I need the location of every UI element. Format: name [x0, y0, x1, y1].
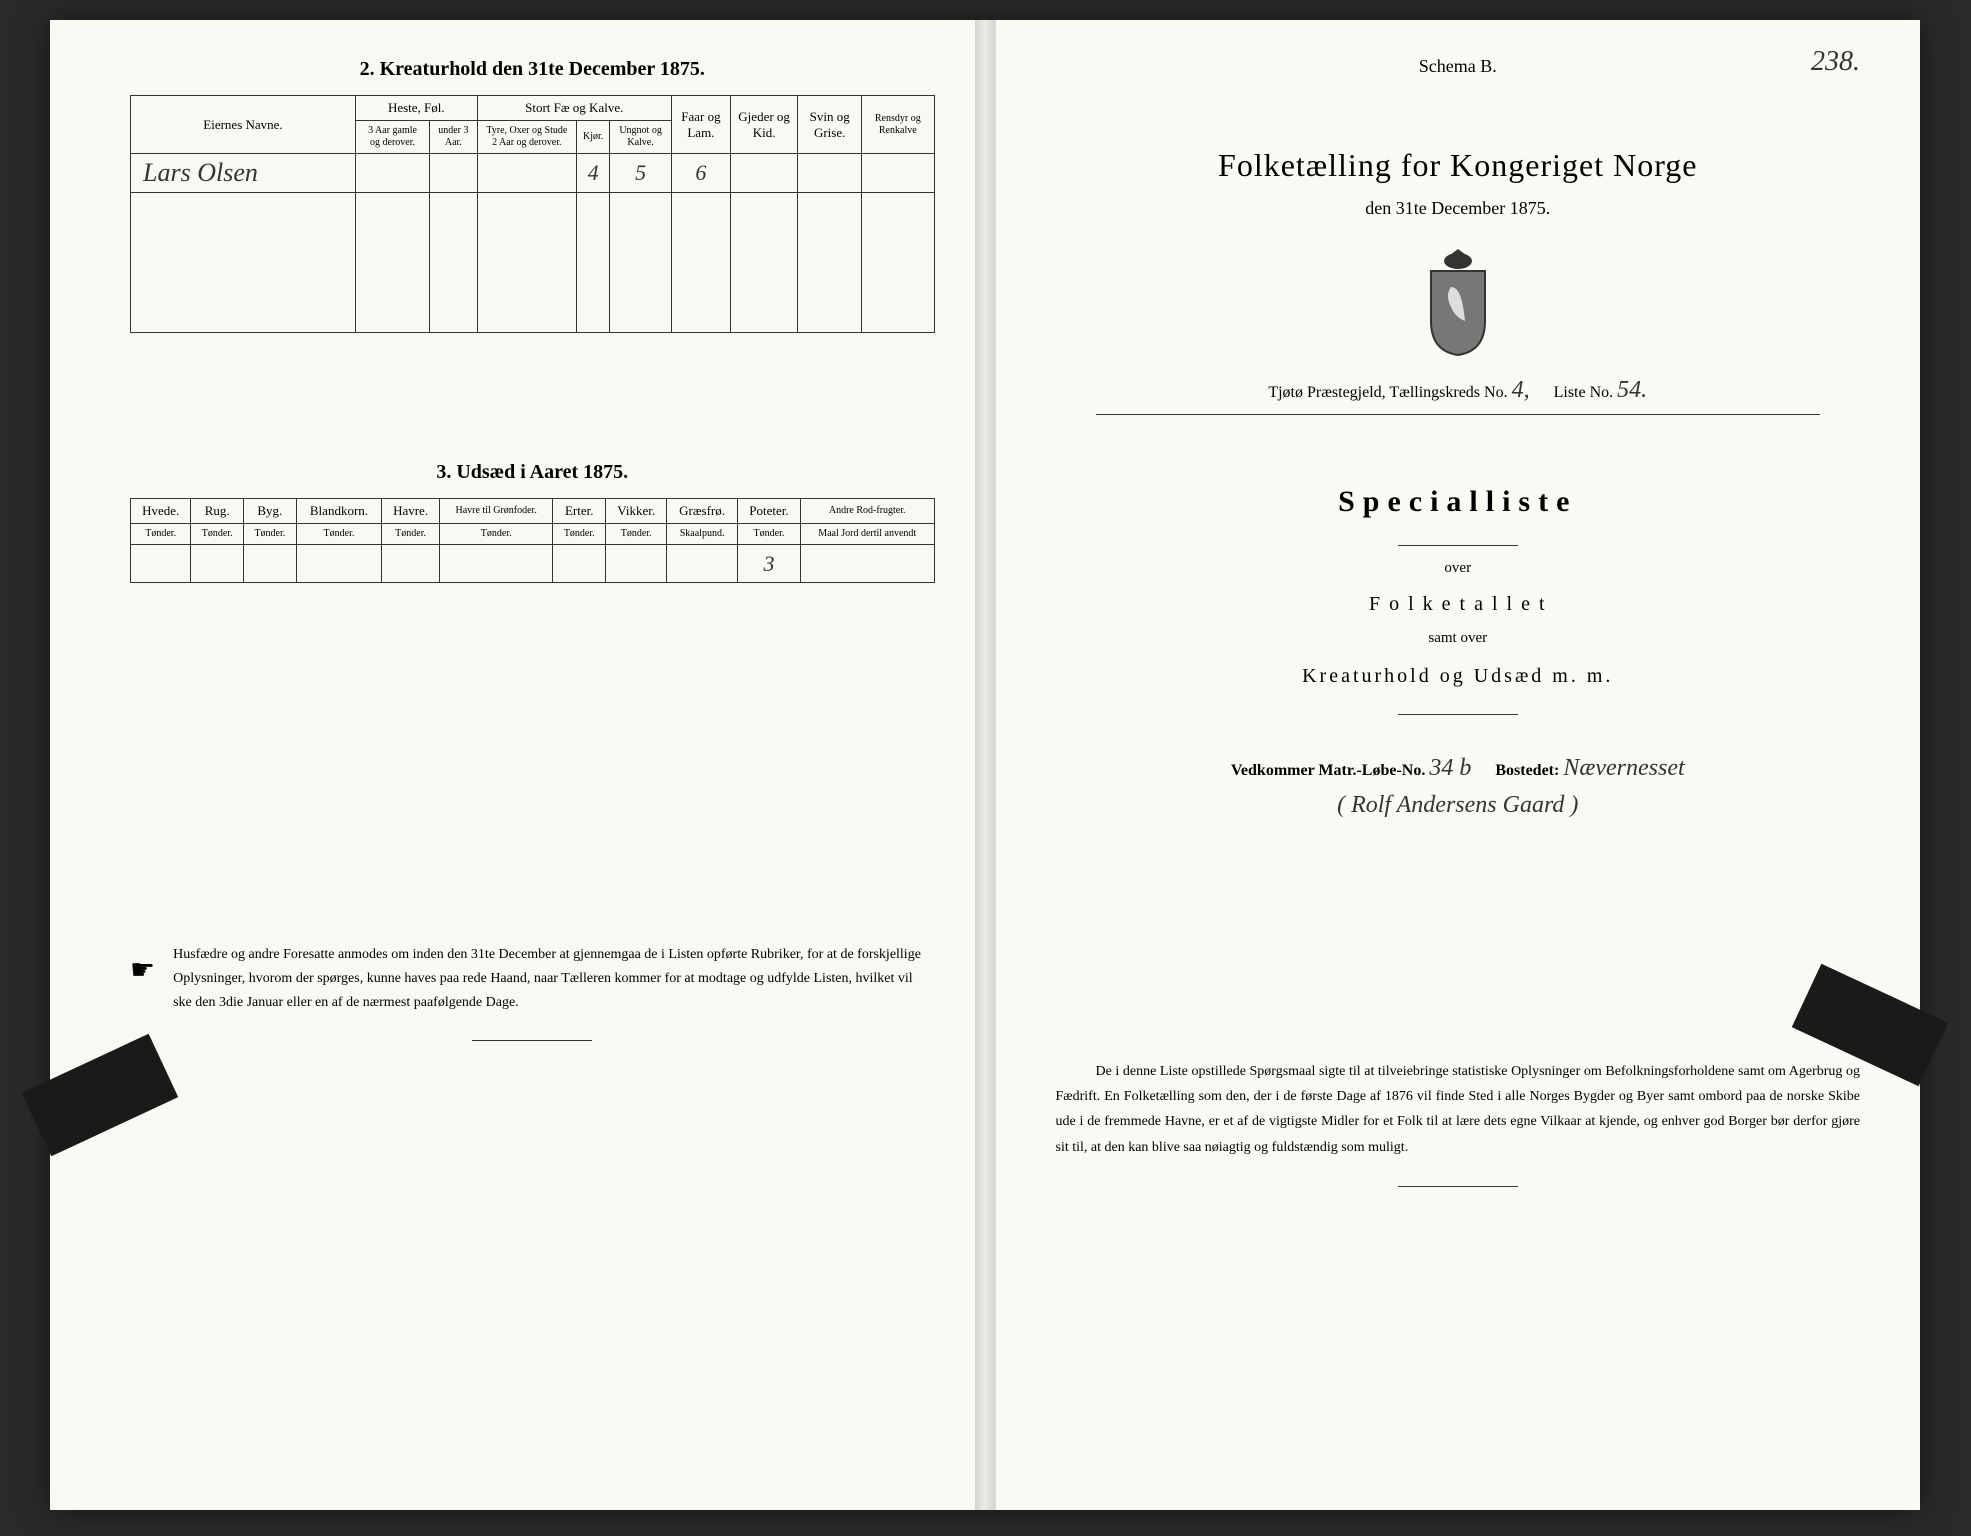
h-rug: Rug. — [191, 499, 244, 524]
sub-title: den 31te December 1875. — [1056, 198, 1861, 219]
u10: Maal Jord dertil anvendt — [800, 524, 934, 545]
udsaed-units: Tønder. Tønder. Tønder. Tønder. Tønder. … — [131, 524, 935, 545]
cell-ungnot: 5 — [610, 154, 672, 193]
divider — [1398, 545, 1518, 546]
sub-stort-c: Ungnot og Kalve. — [610, 121, 672, 154]
table-empty-space — [131, 193, 935, 333]
kreatur-label: Kreaturhold og Udsæd m. m. — [1056, 665, 1861, 688]
divider — [1398, 1186, 1518, 1187]
bottom-paragraph: De i denne Liste opstillede Spørgsmaal s… — [1056, 1059, 1861, 1160]
udsaed-headers: Hvede. Rug. Byg. Blandkorn. Havre. Havre… — [131, 499, 935, 524]
matr-no: 34 b — [1429, 755, 1471, 781]
col-owner: Eiernes Navne. — [131, 96, 356, 154]
cell-empty — [355, 154, 429, 193]
cell-faar: 6 — [671, 154, 730, 193]
sub-heste-a: 3 Aar gamle og derover. — [355, 121, 429, 154]
udsaed-table: Hvede. Rug. Byg. Blandkorn. Havre. Havre… — [130, 498, 935, 583]
h-poteter: Poteter. — [737, 499, 800, 524]
u0: Tønder. — [131, 524, 191, 545]
pointing-hand-icon: ☛ — [130, 947, 155, 1014]
grp-stort: Stort Fæ og Kalve. — [477, 96, 671, 121]
special-title: Specialliste — [1056, 485, 1861, 519]
meta-liste-label: Liste No. — [1554, 384, 1614, 401]
cell-poteter: 3 — [737, 545, 800, 583]
matr-label-b: Bostedet: — [1495, 762, 1559, 779]
matr-label-a: Vedkommer Matr.-Løbe-No. — [1231, 762, 1426, 779]
col-gjeder: Gjeder og Kid. — [730, 96, 797, 154]
main-title: Folketælling for Kongeriget Norge — [1056, 147, 1861, 184]
divider — [472, 1040, 592, 1041]
cell-owner: Lars Olsen — [131, 154, 356, 193]
page-number: 238. — [1811, 46, 1860, 78]
section2-title: 2. Kreaturhold den 31te December 1875. — [130, 58, 935, 81]
table-row: Lars Olsen 4 5 6 — [131, 154, 935, 193]
col-faar: Faar og Lam. — [671, 96, 730, 154]
cell-kjor: 4 — [577, 154, 610, 193]
notice-text: Husfædre og andre Foresatte anmodes om i… — [173, 943, 934, 1014]
u6: Tønder. — [553, 524, 606, 545]
h-hvede: Hvede. — [131, 499, 191, 524]
h-havregron: Havre til Grønfoder. — [439, 499, 552, 524]
h-graesfro: Græsfrø. — [667, 499, 738, 524]
coat-of-arms-icon — [1413, 247, 1503, 357]
section3-title: 3. Udsæd i Aaret 1875. — [130, 461, 935, 484]
h-erter: Erter. — [553, 499, 606, 524]
h-vikker: Vikker. — [606, 499, 667, 524]
u2: Tønder. — [244, 524, 297, 545]
meta-prefix: Tjøtø Præstegjeld, Tællingskreds No. — [1268, 384, 1507, 401]
cell-empty — [798, 154, 862, 193]
folketallet-label: F o l k e t a l l e t — [1056, 593, 1861, 616]
schema-label: Schema B. — [1056, 56, 1861, 77]
spacer — [130, 333, 935, 453]
u8: Skaalpund. — [667, 524, 738, 545]
h-havre: Havre. — [382, 499, 440, 524]
col-rensdyr: Rensdyr og Renkalve — [862, 96, 934, 154]
samt-label: samt over — [1056, 630, 1861, 647]
u3: Tønder. — [296, 524, 382, 545]
grp-heste: Heste, Føl. — [355, 96, 477, 121]
u4: Tønder. — [382, 524, 440, 545]
sub-heste-b: under 3 Aar. — [430, 121, 478, 154]
h-byg: Byg. — [244, 499, 297, 524]
meta-line: Tjøtø Præstegjeld, Tællingskreds No. 4, … — [1096, 377, 1820, 415]
u5: Tønder. — [439, 524, 552, 545]
book-spread: 2. Kreaturhold den 31te December 1875. E… — [50, 20, 1920, 1510]
matr-bosted: Nævernesset — [1563, 755, 1684, 781]
meta-kreds: 4, — [1512, 377, 1530, 403]
h-blandkorn: Blandkorn. — [296, 499, 382, 524]
u9: Tønder. — [737, 524, 800, 545]
cell-empty — [477, 154, 576, 193]
u7: Tønder. — [606, 524, 667, 545]
kreaturhold-table: Eiernes Navne. Heste, Føl. Stort Fæ og K… — [130, 95, 935, 333]
h-rodfrugter: Andre Rod-frugter. — [800, 499, 934, 524]
meta-liste-no: 54. — [1617, 377, 1647, 403]
udsaed-row: 3 — [131, 545, 935, 583]
u1: Tønder. — [191, 524, 244, 545]
cell-empty — [730, 154, 797, 193]
sub-stort-a: Tyre, Oxer og Stude 2 Aar og derover. — [477, 121, 576, 154]
cell-empty — [862, 154, 934, 193]
cell-empty — [430, 154, 478, 193]
matr-subline: ( Rolf Andersens Gaard ) — [1056, 792, 1861, 819]
col-svin: Svin og Grise. — [798, 96, 862, 154]
left-page: 2. Kreaturhold den 31te December 1875. E… — [50, 20, 996, 1510]
notice-block: ☛ Husfædre og andre Foresatte anmodes om… — [130, 943, 935, 1014]
right-page: Schema B. 238. Folketælling for Kongerig… — [996, 20, 1921, 1510]
over-label: over — [1056, 560, 1861, 577]
divider — [1398, 714, 1518, 715]
matr-line: Vedkommer Matr.-Løbe-No. 34 b Bostedet: … — [1056, 755, 1861, 782]
sub-stort-b: Kjør. — [577, 121, 610, 154]
